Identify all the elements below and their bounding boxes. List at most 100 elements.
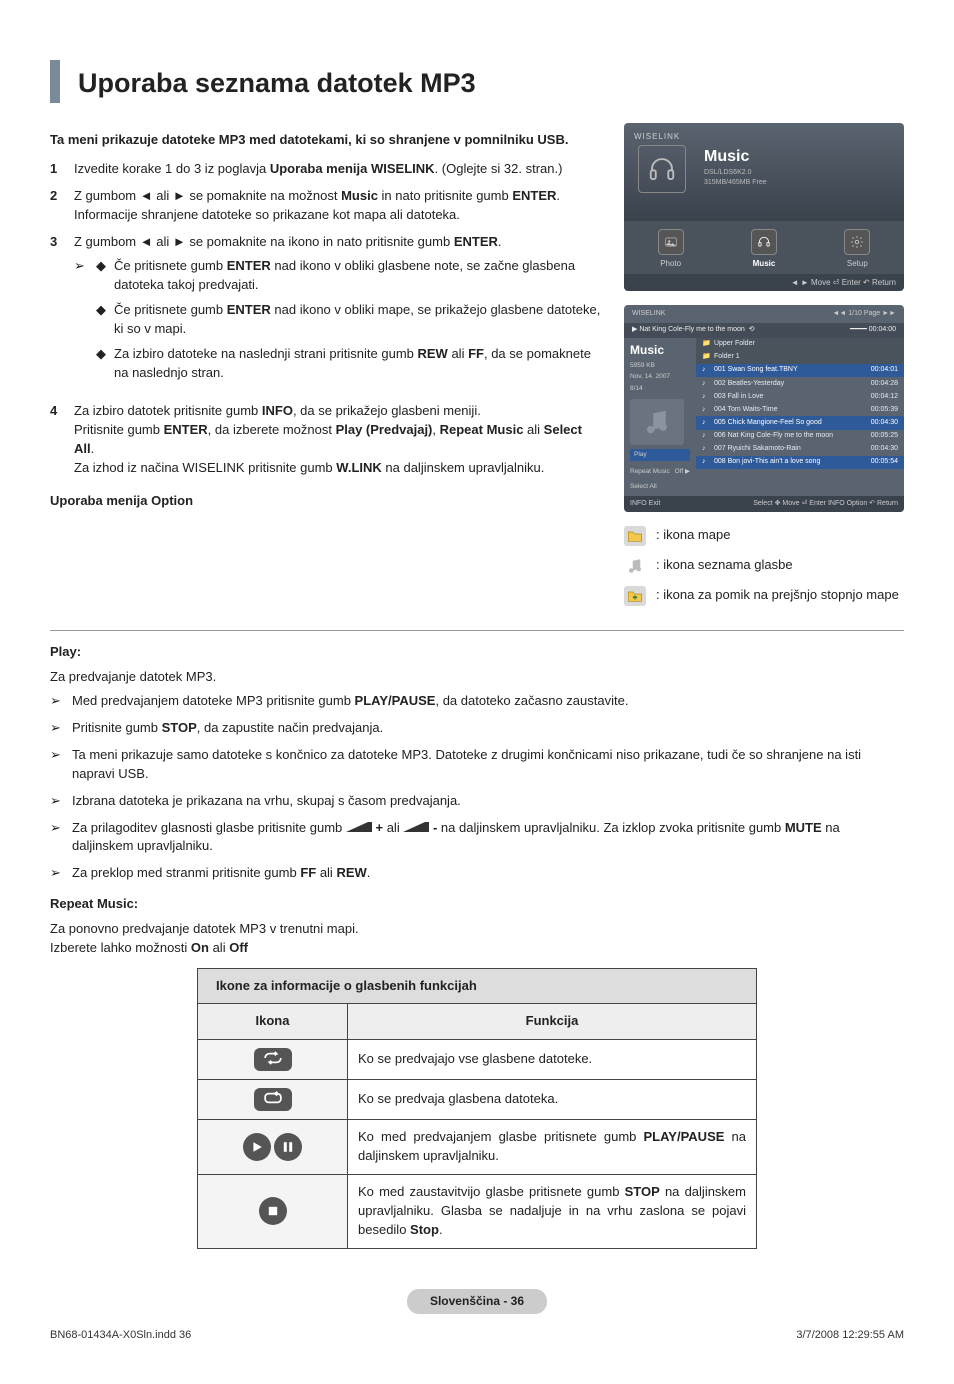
diamond-text: Če pritisnete gumb ENTER nad ikono v obl… (114, 257, 604, 295)
menu-setup: Setup (844, 229, 870, 270)
page-title-bar: Uporaba seznama datotek MP3 (50, 60, 904, 103)
option-heading: Uporaba menija Option (50, 492, 604, 511)
col-icon: Ikona (198, 1004, 348, 1040)
step-num: 1 (50, 160, 74, 179)
step-body: Z gumbom ◄ ali ► se pomaknite na možnost… (74, 187, 604, 225)
arrow-icon: ➢ (50, 719, 72, 738)
page-title: Uporaba seznama datotek MP3 (78, 60, 476, 103)
repeat-line1: Za ponovno predvajanje datotek MP3 v tre… (50, 920, 904, 939)
file-row: 📁 Folder 1 (696, 351, 904, 364)
function-table: Ikone za informacije o glasbenih funkcij… (197, 968, 757, 1249)
scr-logo: WISELINK (634, 131, 894, 143)
diamond-icon: ◆ (96, 301, 114, 339)
ctrl-play: Play (630, 449, 690, 460)
file-row: 📁 Upper Folder (696, 338, 904, 351)
row-text: Ko med zaustavitvijo glasbe pritisnete g… (348, 1175, 757, 1249)
menu-photo: Photo (658, 229, 684, 270)
note-text: Ta meni prikazuje samo datoteke s končni… (72, 746, 904, 784)
step-2: 2 Z gumbom ◄ ali ► se pomaknite na možno… (50, 187, 604, 225)
ctrl-repeat: Repeat MusicOff ▶ (630, 467, 690, 476)
legend-text: : ikona seznama glasbe (656, 556, 904, 575)
file-row: ♪ 003 Fall in Love00:04:12 (696, 390, 904, 403)
panel-title: Music (630, 342, 690, 359)
step-4: 4 Za izbiro datotek pritisnite gumb INFO… (50, 402, 604, 477)
intro-text: Ta meni prikazuje datoteke MP3 med datot… (50, 131, 604, 150)
file-row: ♪ 005 Chick Mangione-Feel So good00:04:3… (696, 416, 904, 429)
arrow-icon: ➢ (50, 864, 72, 883)
table-row: Ko se predvajajo vse glasbene datoteke. (198, 1040, 757, 1080)
note-text: Pritisnite gumb STOP, da zapustite način… (72, 719, 904, 738)
step-num: 3 (50, 233, 74, 395)
file-row: ♪ 004 Tom Waits-Time00:05:39 (696, 403, 904, 416)
section-separator (50, 630, 904, 631)
note-text: Med predvajanjem datoteke MP3 pritisnite… (72, 692, 904, 711)
note-text: Izbrana datoteka je prikazana na vrhu, s… (72, 792, 904, 811)
step-num: 4 (50, 402, 74, 477)
table-row: Ko med predvajanjem glasbe pritisnete gu… (198, 1120, 757, 1175)
menu-music: Music (751, 229, 777, 270)
scr-title: Music (704, 145, 894, 168)
step-3: 3 Z gumbom ◄ ali ► se pomaknite na ikono… (50, 233, 604, 395)
table-row: Ko se predvaja glasbena datoteka. (198, 1080, 757, 1120)
legend-text: : ikona mape (656, 526, 904, 545)
print-footer: BN68-01434A-X0Sln.indd 36 3/7/2008 12:29… (50, 1328, 904, 1344)
stop-icon (259, 1197, 287, 1225)
diamond-text: Za izbiro datoteke na naslednji strani p… (114, 345, 604, 383)
step-num: 2 (50, 187, 74, 225)
now-playing: Nat King Cole-Fly me to the moon (639, 326, 744, 333)
folder-icon (624, 526, 646, 546)
repeat-line2: Izberete lahko možnosti On ali Off (50, 939, 904, 958)
play-time: 00:04:00 (869, 326, 896, 333)
file-row: ♪ 002 Beatles-Yesterday00:04:28 (696, 377, 904, 390)
file-index: 8/14 (630, 384, 690, 393)
title-marker (50, 60, 60, 103)
scr-footer: ◄ ► Move ⏎ Enter ↶ Return (624, 274, 904, 292)
scr-sub1: DSL/LDS6K2.0 (704, 168, 894, 178)
note-text: Za preklop med stranmi pritisnite gumb F… (72, 864, 904, 883)
footer-right: 3/7/2008 12:29:55 AM (796, 1328, 904, 1344)
screenshot-music-menu: WISELINK Music DSL/LDS6K2.0 315MB/465MB … (624, 123, 904, 291)
col-func: Funkcija (348, 1004, 757, 1040)
step-body: Izvedite korake 1 do 3 iz poglavja Upora… (74, 160, 604, 179)
file-row: ♪ 006 Nat King Cole-Fly me to the moon00… (696, 430, 904, 443)
arrow-icon: ➢ (50, 792, 72, 811)
steps-list: 1 Izvedite korake 1 do 3 iz poglavja Upo… (50, 160, 604, 478)
icon-legend: : ikona mape : ikona seznama glasbe : ik… (624, 526, 904, 606)
music-thumb (630, 399, 684, 445)
arrow-icon: ➢ (74, 257, 96, 388)
diamond-icon: ◆ (96, 257, 114, 295)
folder-up-icon (624, 586, 646, 606)
note-text: Za prilagoditev glasnosti glasbe pritisn… (72, 819, 904, 857)
play-sub: Za predvajanje datotek MP3. (50, 668, 904, 687)
page-hint: ◄◄ 1/10 Page ►► (832, 309, 896, 319)
diamond-icon: ◆ (96, 345, 114, 383)
step-1: 1 Izvedite korake 1 do 3 iz poglavja Upo… (50, 160, 604, 179)
sub-arrow-row: ➢ ◆Če pritisnete gumb ENTER nad ikono v … (74, 257, 604, 388)
scr-logo: WISELINK (632, 309, 665, 319)
arrow-icon: ➢ (50, 746, 72, 784)
headphone-icon (638, 145, 686, 193)
screenshot-file-list: WISELINK ◄◄ 1/10 Page ►► ▶ Nat King Cole… (624, 305, 904, 511)
legend-text: : ikona za pomik na prejšnjo stopnjo map… (656, 586, 904, 605)
foot-left: INFO Exit (630, 499, 660, 509)
play-icon (243, 1133, 271, 1161)
foot-right: Select ✥ Move ⏎ Enter INFO Option ↶ Retu… (753, 499, 898, 509)
file-size: 5959 KB (630, 361, 690, 370)
file-date: Nov. 14. 2007 (630, 372, 690, 381)
pause-icon (274, 1133, 302, 1161)
row-text: Ko se predvajajo vse glasbene datoteke. (348, 1040, 757, 1080)
repeat-label: Repeat Music: (50, 895, 904, 914)
page-number-badge: Slovenščina - 36 (407, 1289, 547, 1314)
music-note-icon (624, 556, 646, 576)
repeat-one-icon (254, 1088, 292, 1111)
step-body: Za izbiro datotek pritisnite gumb INFO, … (74, 402, 604, 477)
row-text: Ko med predvajanjem glasbe pritisnete gu… (348, 1120, 757, 1175)
row-text: Ko se predvaja glasbena datoteka. (348, 1080, 757, 1120)
repeat-all-icon (254, 1048, 292, 1071)
play-label: Play: (50, 643, 904, 662)
file-row: ♪ 008 Bon jovi-This ain't a love song00:… (696, 456, 904, 469)
diamond-text: Če pritisnete gumb ENTER nad ikono v obl… (114, 301, 604, 339)
footer-left: BN68-01434A-X0Sln.indd 36 (50, 1328, 191, 1344)
arrow-icon: ➢ (50, 819, 72, 857)
file-row: ♪ 007 Ryuichi Sakamoto-Rain00:04:30 (696, 443, 904, 456)
